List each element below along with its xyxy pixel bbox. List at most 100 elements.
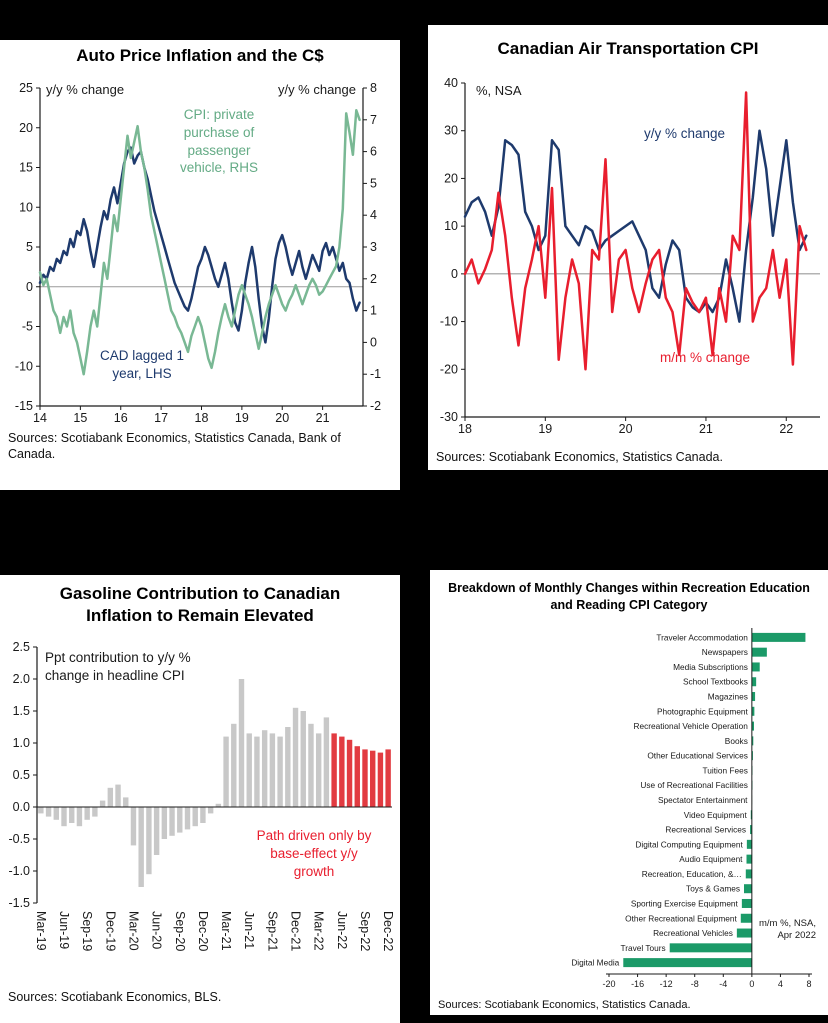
svg-text:Sep-22: Sep-22 bbox=[358, 911, 372, 951]
svg-text:21: 21 bbox=[316, 411, 330, 425]
svg-text:-4: -4 bbox=[719, 979, 727, 989]
svg-text:Recreational Services: Recreational Services bbox=[665, 825, 746, 835]
yoy-series-label: y/y % change bbox=[644, 126, 726, 141]
svg-text:Jun-19: Jun-19 bbox=[57, 911, 71, 949]
svg-text:Recreational Vehicle Operation: Recreational Vehicle Operation bbox=[633, 721, 748, 731]
chart-title: Gasoline Contribution to Canadian Inflat… bbox=[59, 584, 341, 626]
svg-text:Sporting Exercise Equipment: Sporting Exercise Equipment bbox=[631, 898, 739, 908]
svg-text:10: 10 bbox=[444, 219, 458, 233]
y-axis-unit-label: %, NSA bbox=[476, 83, 522, 98]
sources-note: Sources: Scotiabank Economics, Statistic… bbox=[8, 431, 341, 462]
svg-text:-1: -1 bbox=[370, 367, 381, 381]
svg-text:-30: -30 bbox=[440, 410, 458, 424]
svg-text:-20: -20 bbox=[440, 362, 458, 376]
svg-text:-1.0: -1.0 bbox=[8, 864, 30, 878]
svg-text:Video Equipment: Video Equipment bbox=[684, 810, 748, 820]
svg-text:Tuition Fees: Tuition Fees bbox=[703, 765, 748, 775]
svg-text:15: 15 bbox=[19, 161, 33, 175]
svg-text:19: 19 bbox=[235, 411, 249, 425]
auto-price-panel: Auto Price Inflation and the C$ y/y % ch… bbox=[0, 40, 400, 490]
svg-text:Digital Computing Equipment: Digital Computing Equipment bbox=[635, 839, 743, 849]
svg-text:Jun-21: Jun-21 bbox=[242, 911, 256, 949]
svg-text:Other Educational Services: Other Educational Services bbox=[647, 751, 748, 761]
svg-text:-12: -12 bbox=[660, 979, 673, 989]
svg-text:15: 15 bbox=[73, 411, 87, 425]
sources-note: Sources: Scotiabank Economics, Statistic… bbox=[436, 450, 723, 464]
svg-text:Recreational Vehicles: Recreational Vehicles bbox=[653, 928, 733, 938]
air-transport-panel: Canadian Air Transportation CPI %, NSA -… bbox=[428, 25, 828, 470]
chart-note: m/m %, NSA, Apr 2022 bbox=[758, 918, 816, 942]
svg-text:Mar-22: Mar-22 bbox=[312, 911, 326, 951]
svg-text:Dec-21: Dec-21 bbox=[289, 911, 303, 951]
svg-text:Sep-20: Sep-20 bbox=[173, 911, 187, 951]
svg-text:2.0: 2.0 bbox=[13, 672, 30, 686]
svg-text:2: 2 bbox=[370, 272, 377, 286]
svg-text:14: 14 bbox=[33, 411, 47, 425]
svg-text:18: 18 bbox=[458, 422, 472, 436]
svg-text:-8: -8 bbox=[691, 979, 699, 989]
svg-text:Newspapers: Newspapers bbox=[702, 647, 748, 657]
svg-text:-10: -10 bbox=[440, 315, 458, 329]
svg-text:Traveler Accommodation: Traveler Accommodation bbox=[656, 632, 748, 642]
svg-text:18: 18 bbox=[195, 411, 209, 425]
svg-text:5: 5 bbox=[370, 176, 377, 190]
svg-text:1.5: 1.5 bbox=[13, 704, 30, 718]
forecast-annotation: Path driven only by base-effect y/y grow… bbox=[256, 828, 372, 879]
right-axis-unit-label: y/y % change bbox=[277, 82, 356, 97]
svg-text:Sep-19: Sep-19 bbox=[80, 911, 94, 951]
svg-text:-0.5: -0.5 bbox=[8, 832, 30, 846]
svg-text:Other Recreational Equipment: Other Recreational Equipment bbox=[625, 913, 737, 923]
svg-text:20: 20 bbox=[619, 422, 633, 436]
svg-text:10: 10 bbox=[19, 200, 33, 214]
svg-text:20: 20 bbox=[19, 121, 33, 135]
svg-text:30: 30 bbox=[444, 124, 458, 138]
cpi-vehicle-series-label: CPI: private purchase of passenger vehic… bbox=[179, 107, 259, 176]
svg-text:0.5: 0.5 bbox=[13, 768, 30, 782]
svg-text:16: 16 bbox=[114, 411, 128, 425]
svg-text:8: 8 bbox=[370, 81, 377, 95]
svg-text:-20: -20 bbox=[602, 979, 615, 989]
svg-text:Mar-19: Mar-19 bbox=[34, 911, 48, 951]
svg-text:-10: -10 bbox=[15, 359, 33, 373]
svg-text:4: 4 bbox=[778, 979, 783, 989]
svg-text:Travel Tours: Travel Tours bbox=[621, 943, 666, 953]
svg-text:8: 8 bbox=[806, 979, 811, 989]
gasoline-contribution-bar-chart: -1.5 -1.0 -0.5 0.0 0.5 1.0 1.5 2.0 2.5 Mar-19 Jun-… bbox=[8, 640, 395, 951]
svg-text:3: 3 bbox=[370, 240, 377, 254]
svg-text:Dec-22: Dec-22 bbox=[381, 911, 395, 951]
svg-text:Recreation, Education, &…: Recreation, Education, &… bbox=[642, 869, 742, 879]
chart-title: Breakdown of Monthly Changes within Recr… bbox=[448, 581, 810, 612]
svg-text:19: 19 bbox=[538, 422, 552, 436]
svg-text:0: 0 bbox=[749, 979, 754, 989]
mom-series-label: m/m % change bbox=[660, 350, 751, 365]
svg-text:0: 0 bbox=[370, 335, 377, 349]
svg-text:Mar-21: Mar-21 bbox=[219, 911, 233, 951]
svg-text:2.5: 2.5 bbox=[13, 640, 30, 654]
svg-text:0: 0 bbox=[26, 280, 33, 294]
svg-text:0.0: 0.0 bbox=[13, 800, 30, 814]
svg-text:-1.5: -1.5 bbox=[8, 896, 30, 910]
svg-text:6: 6 bbox=[370, 145, 377, 159]
svg-text:-5: -5 bbox=[22, 320, 33, 334]
svg-text:Dec-19: Dec-19 bbox=[103, 911, 117, 951]
svg-text:Jun-20: Jun-20 bbox=[150, 911, 164, 949]
svg-text:-16: -16 bbox=[631, 979, 644, 989]
svg-text:School Textbooks: School Textbooks bbox=[683, 677, 748, 687]
svg-text:Sep-21: Sep-21 bbox=[265, 911, 279, 951]
sources-note: Sources: Scotiabank Economics, BLS. bbox=[8, 990, 222, 1004]
recreation-cpi-panel: Breakdown of Monthly Changes within Recr… bbox=[430, 570, 828, 1015]
svg-text:25: 25 bbox=[19, 81, 33, 95]
svg-text:Audio Equipment: Audio Equipment bbox=[679, 854, 743, 864]
svg-text:Photographic Equipment: Photographic Equipment bbox=[657, 706, 749, 716]
svg-text:17: 17 bbox=[154, 411, 168, 425]
svg-text:20: 20 bbox=[275, 411, 289, 425]
chart-title: Canadian Air Transportation CPI bbox=[497, 39, 759, 58]
svg-text:Toys & Games: Toys & Games bbox=[686, 884, 740, 894]
svg-text:1: 1 bbox=[370, 304, 377, 318]
left-axis-unit-label: y/y % change bbox=[46, 82, 125, 97]
gasoline-contribution-panel: Gasoline Contribution to Canadian Inflat… bbox=[0, 575, 400, 1023]
recreation-cpi-hbar-chart: Traveler Accommodation Newspapers Media Su… bbox=[571, 628, 812, 989]
ppt-annotation: Ppt contribution to y/y % change in head… bbox=[45, 650, 191, 683]
